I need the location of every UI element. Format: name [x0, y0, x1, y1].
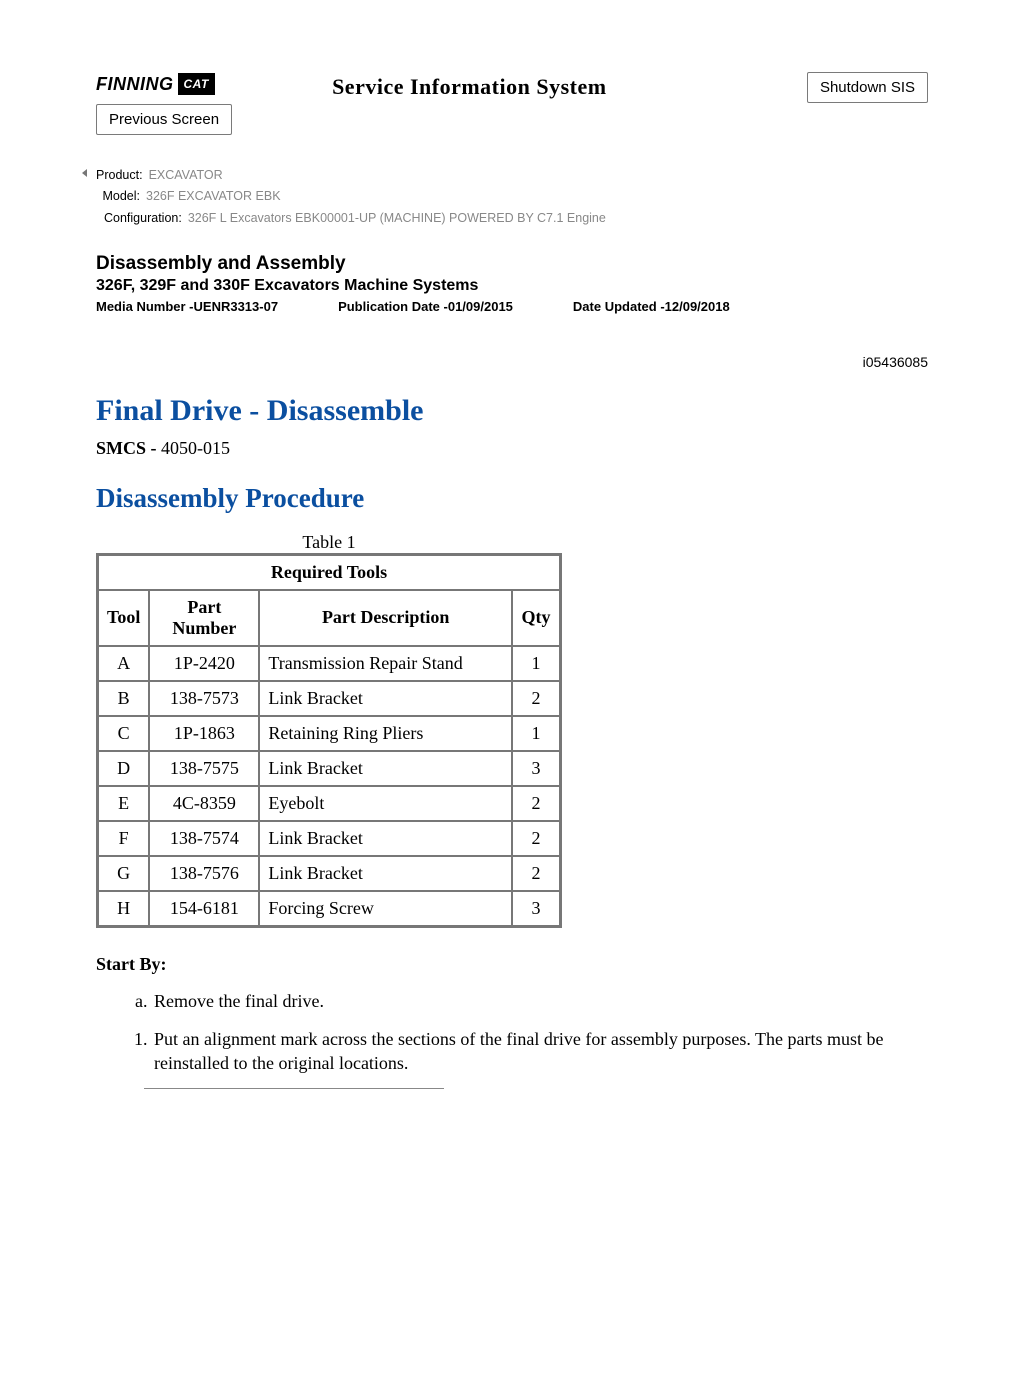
- cell-qty: 1: [512, 646, 560, 681]
- cell-tool: C: [98, 716, 149, 751]
- cell-qty: 1: [512, 716, 560, 751]
- sis-title: Service Information System: [332, 74, 787, 100]
- table-row: H154-6181Forcing Screw3: [98, 891, 560, 926]
- publication-date: Publication Date -01/09/2015: [338, 299, 513, 314]
- table-row: G138-7576Link Bracket2: [98, 856, 560, 891]
- media-number: Media Number -UENR3313-07: [96, 299, 278, 314]
- smcs-label: SMCS -: [96, 438, 161, 458]
- product-value: EXCAVATOR: [149, 165, 223, 186]
- doc-subtitle: 326F, 329F and 330F Excavators Machine S…: [96, 277, 928, 295]
- cell-qty: 3: [512, 751, 560, 786]
- table-title: Required Tools: [98, 555, 560, 590]
- col-part: Part Number: [149, 590, 259, 646]
- finning-logo-text: FINNING: [96, 74, 174, 95]
- cell-desc: Transmission Repair Stand: [259, 646, 512, 681]
- cell-part: 1P-2420: [149, 646, 259, 681]
- cat-logo-text: CAT: [178, 73, 215, 95]
- model-label: Model:: [96, 186, 142, 207]
- cell-part: 138-7576: [149, 856, 259, 891]
- cell-tool: A: [98, 646, 149, 681]
- divider: [144, 1088, 444, 1089]
- cell-desc: Eyebolt: [259, 786, 512, 821]
- cell-part: 154-6181: [149, 891, 259, 926]
- col-desc: Part Description: [259, 590, 512, 646]
- list-item: Put an alignment mark across the section…: [152, 1027, 928, 1076]
- cell-tool: F: [98, 821, 149, 856]
- start-by-list: Remove the final drive.: [96, 989, 928, 1013]
- cell-desc: Link Bracket: [259, 751, 512, 786]
- smcs-value: 4050-015: [161, 438, 230, 458]
- model-value: 326F EXCAVATOR EBK: [146, 186, 281, 207]
- table-row: B138-7573Link Bracket2: [98, 681, 560, 716]
- start-by-label: Start By:: [96, 954, 928, 975]
- logo-block: FINNING CAT Previous Screen: [96, 70, 232, 135]
- product-label: Product:: [96, 165, 145, 186]
- config-value: 326F L Excavators EBK00001-UP (MACHINE) …: [188, 208, 606, 229]
- cell-qty: 2: [512, 856, 560, 891]
- shutdown-sis-button[interactable]: Shutdown SIS: [807, 72, 928, 103]
- cell-tool: D: [98, 751, 149, 786]
- cell-qty: 2: [512, 821, 560, 856]
- list-item: Remove the final drive.: [152, 989, 928, 1013]
- cell-desc: Link Bracket: [259, 856, 512, 891]
- cell-tool: E: [98, 786, 149, 821]
- config-label: Configuration:: [96, 208, 184, 229]
- cell-tool: B: [98, 681, 149, 716]
- table-row: D138-7575Link Bracket3: [98, 751, 560, 786]
- cell-tool: G: [98, 856, 149, 891]
- steps-list: Put an alignment mark across the section…: [96, 1027, 928, 1076]
- cell-qty: 2: [512, 681, 560, 716]
- col-tool: Tool: [98, 590, 149, 646]
- cell-part: 4C-8359: [149, 786, 259, 821]
- table-row: C1P-1863Retaining Ring Pliers1: [98, 716, 560, 751]
- product-meta: Product: EXCAVATOR Model: 326F EXCAVATOR…: [96, 165, 928, 229]
- cell-part: 138-7575: [149, 751, 259, 786]
- table-row: A1P-2420Transmission Repair Stand1: [98, 646, 560, 681]
- table-row: E4C-8359Eyebolt2: [98, 786, 560, 821]
- topbar: FINNING CAT Previous Screen Service Info…: [96, 70, 928, 135]
- table-row: F138-7574Link Bracket2: [98, 821, 560, 856]
- cell-part: 138-7574: [149, 821, 259, 856]
- col-qty: Qty: [512, 590, 560, 646]
- previous-screen-button[interactable]: Previous Screen: [96, 104, 232, 135]
- doc-title: Disassembly and Assembly: [96, 253, 928, 275]
- cell-tool: H: [98, 891, 149, 926]
- section-heading-final-drive: Final Drive - Disassemble: [96, 394, 928, 428]
- date-updated: Date Updated -12/09/2018: [573, 299, 730, 314]
- document-header: Disassembly and Assembly 326F, 329F and …: [96, 253, 928, 314]
- doc-id: i05436085: [96, 354, 928, 370]
- cell-desc: Link Bracket: [259, 681, 512, 716]
- required-tools-table: Required Tools Tool Part Number Part Des…: [96, 553, 562, 928]
- cell-desc: Forcing Screw: [259, 891, 512, 926]
- table-caption: Table 1: [96, 532, 562, 553]
- cell-desc: Link Bracket: [259, 821, 512, 856]
- smcs-line: SMCS - 4050-015: [96, 438, 928, 459]
- cell-part: 1P-1863: [149, 716, 259, 751]
- cell-qty: 3: [512, 891, 560, 926]
- brand-logo: FINNING CAT: [96, 70, 232, 98]
- section-heading-disassembly-procedure: Disassembly Procedure: [96, 483, 928, 514]
- cell-qty: 2: [512, 786, 560, 821]
- cell-part: 138-7573: [149, 681, 259, 716]
- cell-desc: Retaining Ring Pliers: [259, 716, 512, 751]
